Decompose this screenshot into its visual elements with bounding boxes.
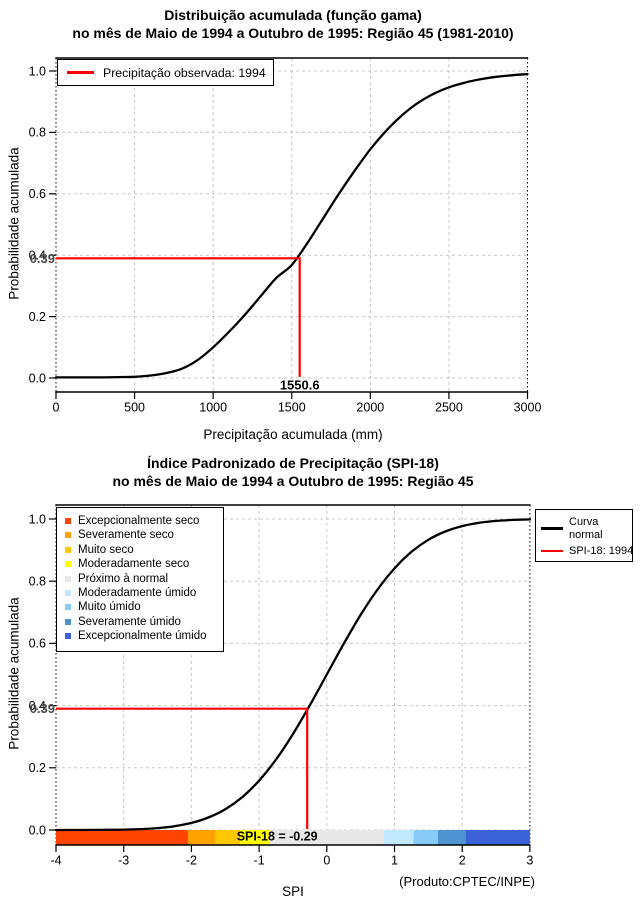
chart1-x-axis-label: Precipitação acumulada (mm) — [203, 427, 383, 442]
y-tick-label: 0.4 — [29, 699, 46, 713]
marker-spi-label: SPI-18 = -0.29 — [237, 830, 318, 844]
curve-legend-label-normal: Curva normal — [569, 516, 603, 541]
gamma-cdf-curve — [54, 72, 529, 379]
red-line-sample — [541, 549, 563, 553]
chart1-title: Distribuição acumulada (função gama) — [164, 7, 422, 23]
legend-item-label: Excepcionalmente úmido — [78, 630, 207, 643]
category-color-swatch — [65, 618, 71, 625]
y-tick-label: 1.0 — [29, 64, 46, 78]
chart2-category-legend: Excepcionalmente seco Severamente seco M… — [56, 507, 224, 652]
normal-cdf-curve — [54, 518, 532, 832]
red-line-sample — [67, 71, 94, 74]
y-tick-label: 0.2 — [29, 310, 46, 324]
y-tick-label: 0.6 — [29, 637, 46, 651]
x-tick-label: 2000 — [356, 401, 384, 415]
x-tick-label: 1500 — [278, 401, 306, 415]
y-tick-label: 0.0 — [29, 823, 46, 837]
marker-probability-label: 0.39 — [30, 701, 55, 716]
legend-item-severely-dry: Severamente seco — [57, 529, 223, 541]
legend-item-label: Próximo à normal — [78, 572, 169, 585]
y-tick-label: 0.8 — [29, 126, 46, 140]
category-color-swatch — [65, 604, 71, 611]
observed-value-marker — [56, 257, 301, 377]
category-color-swatch — [65, 575, 71, 582]
black-line-sample — [541, 527, 563, 530]
chart1-legend: Precipitação observada: 1994 — [57, 59, 274, 86]
spi-colorbar-segment — [413, 830, 438, 845]
category-color-swatch — [65, 518, 71, 524]
spi-colorbar-segment — [269, 830, 384, 845]
curve-legend-row-spi: SPI-18: 1994 — [541, 545, 634, 557]
legend-item-label: Excepcionalmente seco — [78, 515, 200, 527]
curve-legend-label-spi: SPI-18: 1994 — [569, 545, 634, 557]
spi-colorbar-segment — [56, 830, 189, 845]
chart2-subtitle: no mês de Maio de 1994 a Outubro de 1995… — [112, 473, 474, 489]
legend-item-exceptionally-dry: Excepcionalmente seco — [57, 515, 223, 527]
y-tick-label: 0.4 — [29, 249, 46, 263]
legend-item-very-wet: Muito úmido — [57, 601, 223, 613]
y-tick-label: 0.2 — [29, 761, 46, 775]
y-tick-label: 0.8 — [29, 575, 46, 589]
spi-colorbar-segment — [437, 830, 466, 845]
y-tick-label: 1.0 — [29, 512, 46, 526]
category-color-swatch — [65, 589, 71, 596]
x-tick-label: -1 — [254, 854, 265, 868]
chart2-curve-legend: Curva normal SPI-18: 1994 — [535, 509, 633, 562]
legend-item-label: Moderadamente seco — [78, 558, 190, 571]
x-tick-label: 0 — [323, 854, 330, 868]
x-tick-label: 3 — [526, 854, 533, 868]
legend-item-label: Muito seco — [78, 543, 134, 556]
category-color-swatch — [65, 532, 71, 539]
legend-item-moderately-dry: Moderadamente seco — [57, 558, 223, 570]
legend-item-severely-wet: Severamente úmido — [57, 616, 223, 628]
spi-colorbar-segment — [240, 830, 270, 845]
chart2-y-axis-label: Probabilidade acumulada — [6, 597, 22, 750]
category-color-swatch — [65, 633, 71, 640]
spi-colorbar-segment — [383, 830, 414, 845]
y-tick-label: 0.6 — [29, 187, 46, 201]
legend-item-label: Muito úmido — [78, 601, 141, 614]
y-tick-label: 0.0 — [29, 371, 46, 385]
legend-item-moderately-wet: Moderadamente úmido — [57, 587, 223, 599]
category-color-swatch — [65, 561, 71, 568]
legend-item-label: Severamente seco — [78, 529, 174, 542]
legend-item-very-dry: Muito seco — [57, 544, 223, 556]
marker-precipitation-label: 1550.6 — [280, 378, 320, 393]
spi-colorbar-segment — [465, 830, 530, 845]
x-tick-label: 3000 — [514, 401, 542, 415]
chart1-subtitle: no mês de Maio de 1994 a Outubro de 1995… — [72, 25, 514, 41]
chart2-title: Índice Padronizado de Precipitação (SPI-… — [147, 455, 439, 471]
x-tick-label: 0 — [53, 401, 60, 415]
x-tick-label: -4 — [50, 854, 61, 868]
observed-value-marker — [56, 707, 309, 829]
legend-item-near-normal: Próximo à normal — [57, 573, 223, 585]
x-tick-label: 1 — [391, 854, 398, 868]
spi-colorbar-segment — [215, 830, 241, 845]
x-tick-label: 500 — [124, 401, 145, 415]
x-tick-label: 1000 — [199, 401, 227, 415]
legend-item-label: Severamente úmido — [78, 615, 181, 628]
category-color-swatch — [65, 546, 71, 553]
chart1-y-axis-label: Probabilidade acumulada — [6, 147, 22, 300]
marker-probability-label: 0.39 — [30, 251, 55, 266]
legend-item-label: Moderadamente úmido — [78, 586, 197, 599]
x-tick-label: 2 — [459, 854, 466, 868]
x-tick-label: -2 — [186, 854, 197, 868]
chart2-x-axis-label: SPI — [282, 884, 304, 899]
product-credit: (Produto:CPTEC/INPE) — [399, 874, 535, 889]
x-tick-label: 2500 — [435, 401, 463, 415]
curve-legend-row-normal: Curva normal — [541, 516, 632, 541]
spi-colorbar-segment — [188, 830, 216, 845]
x-tick-label: -3 — [118, 854, 129, 868]
chart1-legend-label: Precipitação observada: 1994 — [103, 65, 266, 80]
legend-item-exceptionally-wet: Excepcionalmente úmido — [57, 630, 223, 642]
